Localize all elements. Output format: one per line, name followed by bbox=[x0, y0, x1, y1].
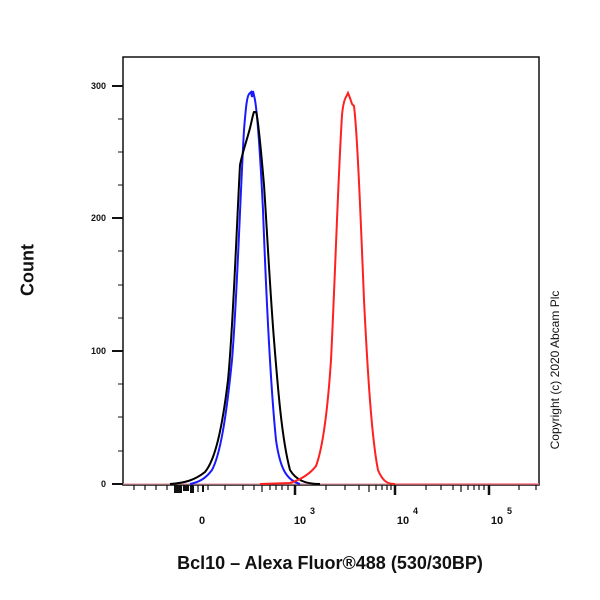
y-tick-100: 100 bbox=[91, 346, 106, 356]
plot-frame bbox=[122, 56, 540, 486]
series-red-histogram bbox=[259, 90, 396, 485]
copyright-notice: Copyright (c) 2020 Abcam Plc bbox=[548, 290, 562, 450]
x-tick-1e3-exp: 3 bbox=[310, 506, 315, 516]
y-axis-label: Count bbox=[17, 244, 38, 296]
series-blue-histogram bbox=[189, 89, 301, 485]
y-tick-0: 0 bbox=[101, 479, 106, 489]
x-tick-0: 0 bbox=[199, 515, 205, 527]
series-black-histogram bbox=[169, 111, 321, 485]
y-tick-300: 300 bbox=[91, 81, 106, 91]
y-tick-200: 200 bbox=[91, 213, 106, 223]
y-axis bbox=[112, 85, 123, 485]
x-tick-1e3: 10 bbox=[294, 515, 306, 527]
x-tick-1e4: 10 bbox=[397, 515, 409, 527]
x-axis bbox=[133, 485, 537, 495]
x-axis-label: Bcl10 – Alexa Fluor®488 (530/30BP) bbox=[177, 553, 483, 573]
x-tick-1e5-exp: 5 bbox=[507, 506, 512, 516]
x-tick-1e5: 10 bbox=[491, 515, 503, 527]
x-tick-1e4-exp: 4 bbox=[413, 506, 418, 516]
